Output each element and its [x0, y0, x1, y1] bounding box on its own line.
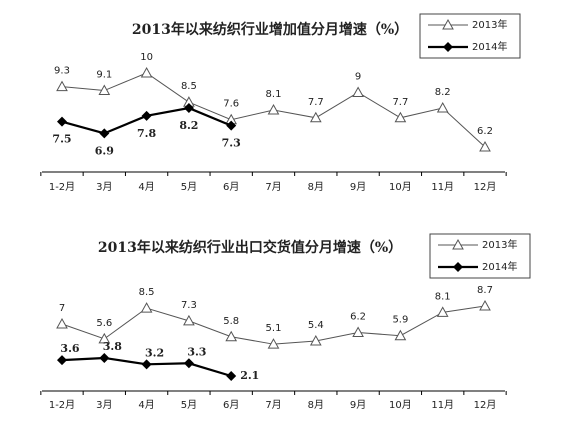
x-tick-label: 3月 [96, 181, 112, 193]
x-tick-label: 6月 [223, 399, 239, 411]
data-label: 6.9 [95, 144, 114, 157]
x-tick-label: 9月 [350, 181, 366, 193]
data-label: 7.5 [52, 133, 71, 146]
data-label: 7.6 [223, 99, 239, 110]
marker [267, 103, 280, 115]
chart-title: 2013年以来纺织行业增加值分月增速（%） [132, 21, 408, 38]
marker [267, 338, 280, 349]
data-label: 9.1 [96, 70, 112, 81]
data-label: 5.9 [392, 315, 408, 326]
legend-label: 2013年 [472, 18, 507, 31]
x-tick-label: 7月 [265, 399, 281, 411]
marker [140, 66, 153, 78]
chart-title: 2013年以来纺织行业出口交货值分月增速（%） [98, 239, 402, 256]
marker [183, 314, 195, 326]
x-tick-label: 11月 [431, 181, 454, 193]
data-label: 6.2 [477, 126, 493, 137]
x-tick-label: 8月 [308, 399, 324, 411]
marker [141, 359, 152, 370]
data-label: 7.3 [181, 300, 197, 311]
x-tick-label: 3月 [96, 399, 112, 411]
x-tick-label: 11月 [431, 399, 454, 411]
legend-marker [443, 42, 453, 52]
x-tick-label: 10月 [389, 181, 412, 193]
data-label: 7.7 [392, 97, 408, 108]
marker [98, 332, 111, 344]
data-label: 10 [140, 52, 153, 63]
x-tick-label: 8月 [308, 181, 324, 193]
marker [226, 120, 237, 131]
legend-marker [442, 18, 454, 30]
data-label: 8.1 [266, 89, 282, 100]
legend-marker [453, 262, 463, 272]
x-tick-label: 5月 [181, 181, 197, 193]
marker [225, 330, 238, 342]
data-label: 8.5 [139, 287, 155, 298]
data-label: 5.6 [96, 318, 112, 329]
marker [141, 110, 152, 121]
marker [183, 103, 194, 114]
data-label: 9 [355, 71, 361, 82]
x-tick-label: 7月 [265, 181, 281, 193]
data-label: 8.2 [435, 87, 451, 98]
marker [56, 80, 68, 92]
x-tick-label: 4月 [138, 399, 154, 411]
data-label: 7.3 [222, 137, 241, 150]
marker [394, 111, 407, 123]
marker [183, 358, 194, 369]
data-label: 7.7 [308, 97, 324, 108]
marker [436, 102, 449, 113]
data-label: 8.2 [179, 119, 198, 132]
marker [309, 111, 322, 123]
x-tick-label: 1-2月 [49, 181, 75, 193]
x-tick-label: 1-2月 [49, 399, 75, 411]
data-label: 5.1 [266, 323, 282, 334]
x-tick-label: 9月 [350, 399, 366, 411]
marker [98, 84, 111, 96]
marker [479, 140, 491, 152]
data-label: 8.1 [435, 291, 451, 302]
data-label: 3.3 [187, 345, 206, 358]
legend-box [429, 233, 531, 279]
marker [99, 128, 110, 139]
data-label: 2.1 [240, 369, 259, 382]
marker [479, 299, 491, 311]
x-tick-label: 5月 [181, 399, 197, 411]
data-label: 3.6 [60, 342, 79, 355]
marker [352, 326, 364, 338]
data-label: 8.5 [181, 81, 197, 92]
marker [226, 371, 237, 381]
data-label: 6.2 [350, 312, 366, 323]
marker [99, 352, 110, 363]
x-tick-label: 6月 [223, 181, 239, 193]
x-tick-label: 4月 [138, 181, 154, 193]
data-label: 3.8 [103, 340, 122, 353]
marker [56, 318, 68, 329]
data-label: 3.2 [145, 346, 164, 359]
x-tick-label: 10月 [389, 399, 412, 411]
legend-label: 2014年 [472, 40, 507, 53]
marker [140, 302, 153, 313]
marker [57, 355, 67, 366]
legend-marker [452, 238, 464, 250]
data-label: 7.8 [137, 127, 156, 140]
data-label: 7 [59, 303, 65, 314]
marker [352, 86, 364, 97]
data-label: 5.4 [308, 320, 324, 331]
legend-box [419, 13, 521, 59]
legend-label: 2014年 [482, 260, 517, 273]
marker [309, 334, 322, 346]
x-tick-label: 12月 [474, 399, 497, 411]
marker [394, 329, 407, 341]
x-tick-label: 12月 [474, 181, 497, 193]
data-label: 5.8 [223, 316, 239, 327]
marker [436, 306, 449, 317]
data-label: 8.7 [477, 285, 493, 296]
data-label: 9.3 [54, 66, 70, 77]
legend-label: 2013年 [482, 238, 517, 251]
marker [57, 116, 67, 127]
